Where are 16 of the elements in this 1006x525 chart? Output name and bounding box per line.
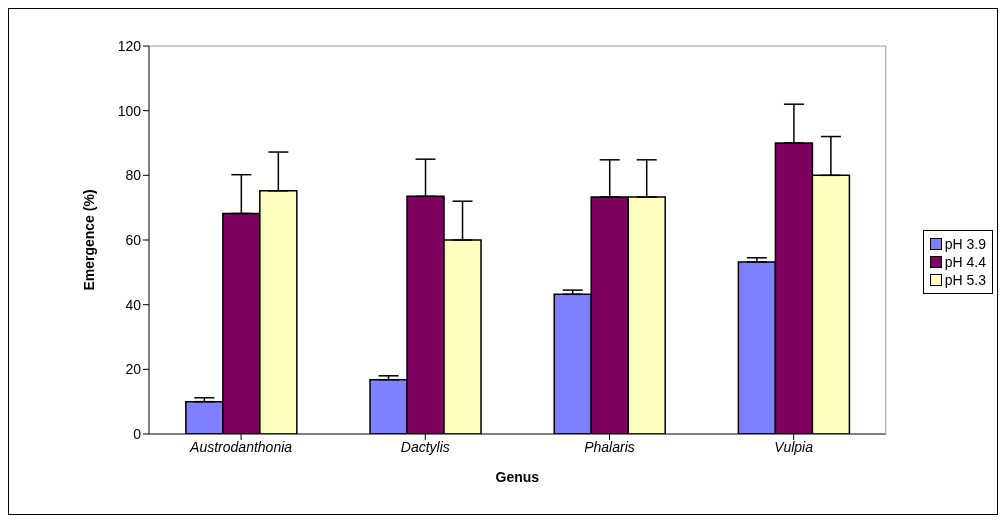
x-tick-label: Phalaris xyxy=(584,438,635,455)
y-axis-title: Emergence (%) xyxy=(80,189,97,291)
y-tick-label: 80 xyxy=(125,167,142,184)
legend-label: pH 5.3 xyxy=(944,271,986,288)
x-tick-label: Vulpia xyxy=(774,438,814,455)
y-tick-label: 40 xyxy=(125,296,142,313)
y-tick-label: 100 xyxy=(117,102,142,119)
legend-label: pH 3.9 xyxy=(944,235,986,252)
y-tick-label: 120 xyxy=(117,37,142,54)
x-tick-label: Dactylis xyxy=(400,438,450,455)
x-axis-title: Genus xyxy=(495,469,540,485)
y-tick-label: 60 xyxy=(125,231,142,248)
legend-label: pH 4.4 xyxy=(944,253,986,270)
y-tick-label: 20 xyxy=(125,361,142,378)
y-tick-label: 0 xyxy=(133,425,142,442)
x-tick-label: Austrodanthonia xyxy=(189,438,293,455)
